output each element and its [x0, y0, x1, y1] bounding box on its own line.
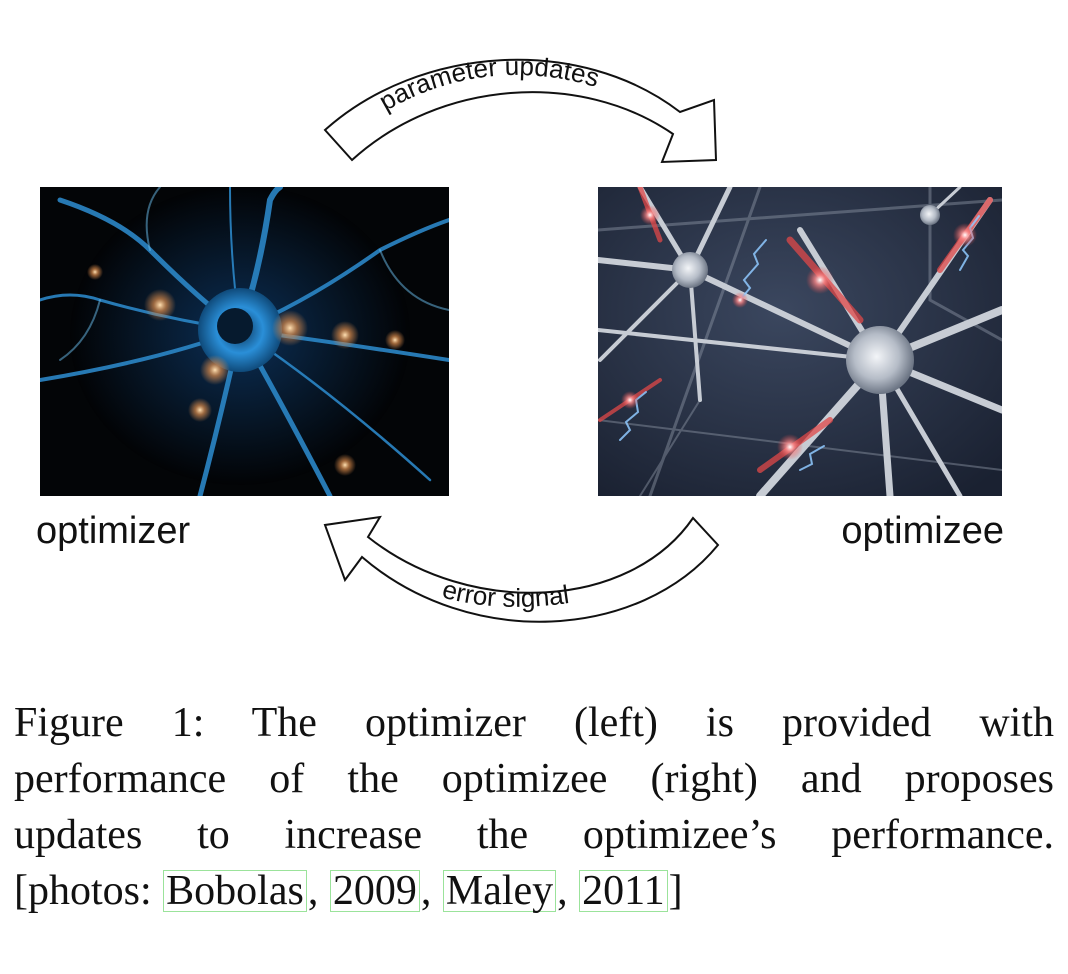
figure-caption: Figure 1: The optimizer (left) is provid…: [14, 695, 1054, 919]
optimizee-label: optimizee: [841, 510, 1004, 552]
parameter-updates-arrow: parameter updates: [323, 51, 718, 164]
caption-line-1: Figure 1: The optimizer (left) is provid…: [14, 700, 1054, 746]
optimizer-photo: [40, 187, 449, 496]
citation-link-2011[interactable]: 2011: [579, 870, 668, 912]
optimizer-label: optimizer: [36, 510, 190, 552]
caption-photos-suffix: ]: [668, 868, 683, 914]
figure-diagram: parameter updates error signal optimizer…: [36, 51, 1004, 623]
optimizee-photo: [598, 187, 1002, 496]
error-signal-label: error signal: [440, 574, 571, 613]
caption-line-2: performance of the optimizee (right) and…: [14, 756, 1054, 802]
error-signal-arrow: error signal: [323, 515, 720, 623]
caption-line-3: updates to increase the optimizee’s perf…: [14, 812, 1054, 858]
citation-link-2009[interactable]: 2009: [329, 870, 420, 912]
caption-photos-prefix: [photos:: [14, 868, 163, 914]
citation-link-maley[interactable]: Maley: [442, 870, 557, 912]
caption-line-4: [photos: Bobolas, 2009, Maley, 2011]: [14, 868, 683, 914]
citation-link-bobolas[interactable]: Bobolas: [163, 870, 307, 912]
